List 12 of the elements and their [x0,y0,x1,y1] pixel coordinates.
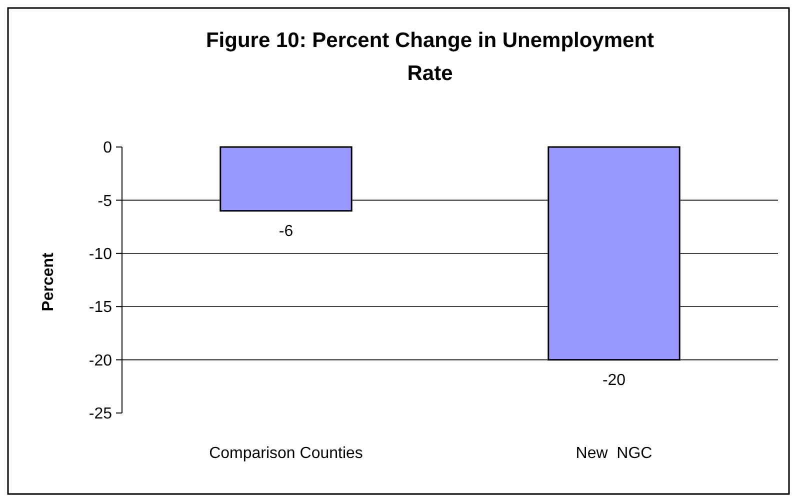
y-tick-label: -5 [98,192,112,210]
chart-title: Figure 10: Percent Change in Unemployment Rate [206,29,654,85]
y-tick-label: -15 [88,299,112,316]
x-tick-label: Comparison Counties [209,445,363,462]
x-tick-label: New NGC [576,445,652,462]
data-label: -20 [602,372,626,389]
y-tick-label: -20 [88,352,112,370]
data-label: -6 [278,222,294,240]
y-tick-label: 0 [103,140,112,157]
y-axis-title: Percent [40,252,57,312]
y-tick-label: -10 [88,246,112,263]
y-tick-label: -25 [88,406,112,423]
